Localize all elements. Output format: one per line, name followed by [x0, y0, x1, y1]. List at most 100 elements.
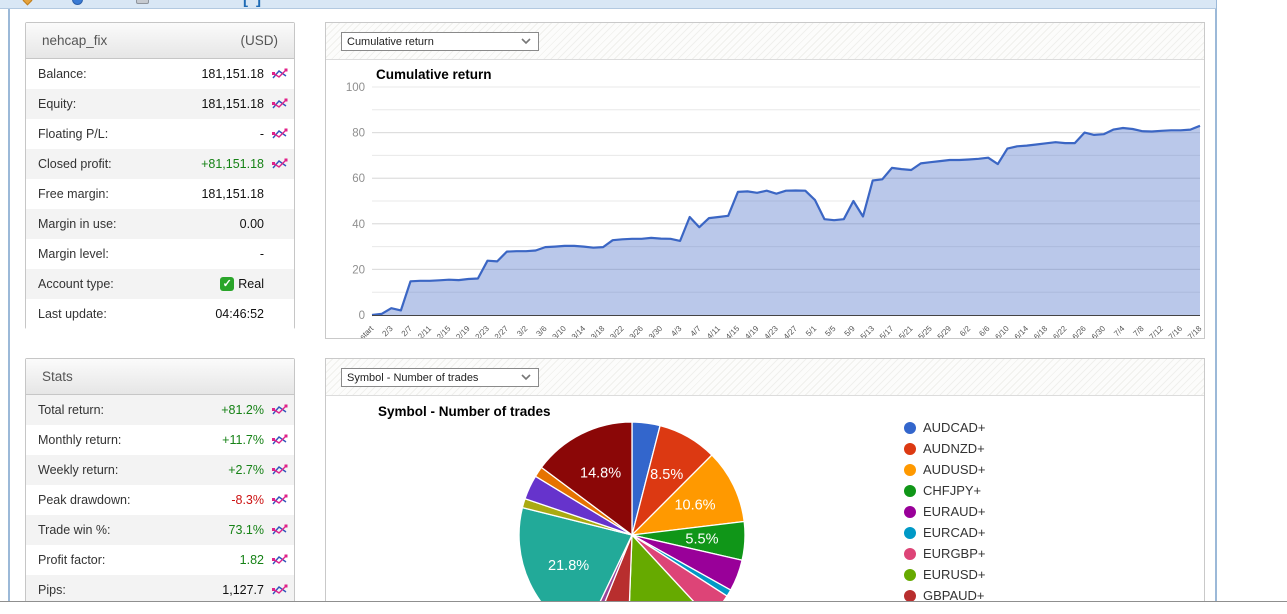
sparkline-chart-icon[interactable] — [272, 434, 288, 447]
pie-panel-toolbar: Symbol - Number of trades — [326, 359, 1204, 396]
pie-metric-select[interactable]: Symbol - Number of trades — [341, 368, 539, 387]
svg-text:7/4: 7/4 — [1112, 324, 1127, 338]
svg-text:2/27: 2/27 — [493, 324, 511, 338]
account-info-panel: nehcap_fix (USD) Balance: 181,151.18 Equit… — [25, 22, 295, 329]
globe-icon[interactable] — [72, 0, 83, 5]
legend-label: AUDCAD+ — [923, 420, 986, 435]
fullscreen-icon[interactable]: [ — [243, 0, 248, 8]
legend-color-dot — [904, 526, 916, 539]
row-label: Floating P/L: — [38, 127, 109, 141]
cumulative-return-chart: 0 20 40 60 80 100 start 2/3 2/7 2/11 2/15 2/19 2/23 2… — [346, 82, 1204, 338]
row-icon-cell — [264, 434, 288, 447]
svg-text:2/23: 2/23 — [474, 324, 492, 338]
return-metric-select[interactable]: Cumulative return — [341, 32, 539, 51]
row-label: Peak drawdown: — [38, 493, 131, 507]
row-label: Margin in use: — [38, 217, 117, 231]
row-icon-cell — [264, 68, 288, 81]
row-label: Closed profit: — [38, 157, 112, 171]
row-value: 181,151.18 — [201, 97, 264, 111]
svg-text:7/8: 7/8 — [1131, 324, 1146, 338]
sparkline-chart-icon[interactable] — [272, 584, 288, 597]
legend-color-dot — [904, 547, 916, 560]
stat-row: Peak drawdown: -8.3% — [26, 485, 294, 515]
fullscreen-icon[interactable]: ] — [256, 0, 261, 8]
account-type-value: Real — [238, 277, 264, 291]
row-label: Profit factor: — [38, 553, 106, 567]
svg-text:6/22: 6/22 — [1051, 324, 1069, 338]
row-icon-cell — [264, 404, 288, 417]
row-label: Last update: — [38, 307, 107, 321]
cumulative-return-chart-area: Cumulative return 0 20 40 60 80 100 start 2/3 2/… — [326, 60, 1204, 338]
account-row: Margin in use: 0.00 — [26, 209, 294, 239]
account-row: Equity: 181,151.18 — [26, 89, 294, 119]
sparkline-chart-icon[interactable] — [272, 98, 288, 111]
row-icon-cell — [264, 554, 288, 567]
legend-label: AUDUSD+ — [923, 462, 986, 477]
account-name: nehcap_fix — [42, 33, 108, 48]
legend-color-dot — [904, 463, 916, 476]
row-label: Monthly return: — [38, 433, 122, 447]
stats-panel-header: Stats — [26, 359, 294, 395]
sparkline-chart-icon[interactable] — [272, 158, 288, 171]
svg-text:3/6: 3/6 — [534, 324, 549, 338]
printer-icon[interactable] — [136, 0, 149, 4]
svg-text:3/26: 3/26 — [628, 324, 646, 338]
svg-text:8.5%: 8.5% — [650, 467, 683, 483]
row-icon-cell — [264, 98, 288, 111]
account-rows: Balance: 181,151.18 Equity: 181,151.18 Float… — [26, 59, 294, 329]
svg-text:6/30: 6/30 — [1090, 324, 1108, 338]
svg-text:2/15: 2/15 — [435, 324, 453, 338]
sparkline-chart-icon[interactable] — [272, 554, 288, 567]
svg-text:5/17: 5/17 — [878, 324, 896, 338]
legend-item: EURAUD+ — [904, 501, 986, 522]
symbol-trades-panel: Symbol - Number of trades Symbol - Numbe… — [325, 358, 1205, 601]
legend-item: AUDCAD+ — [904, 417, 986, 438]
legend-item: EURUSD+ — [904, 564, 986, 585]
sparkline-chart-icon[interactable] — [272, 404, 288, 417]
sparkline-chart-icon[interactable] — [272, 494, 288, 507]
legend-item: EURGBP+ — [904, 543, 986, 564]
legend-color-dot — [904, 421, 916, 434]
real-account-checkbox-icon: ✓ — [220, 277, 235, 291]
pie-legend: AUDCAD+ AUDNZD+ AUDUSD+ CHFJPY+ EURAUD+ EURCA… — [904, 417, 986, 601]
legend-label: CHFJPY+ — [923, 483, 982, 498]
legend-color-dot — [904, 484, 916, 497]
stat-row: Total return: +81.2% — [26, 395, 294, 425]
row-label: Equity: — [38, 97, 77, 111]
stat-row: Profit factor: 1.82 — [26, 545, 294, 575]
row-icon-cell — [264, 524, 288, 537]
legend-item: EURCAD+ — [904, 522, 986, 543]
account-currency: (USD) — [240, 33, 279, 48]
svg-text:3/10: 3/10 — [551, 324, 569, 338]
account-panel-header: nehcap_fix (USD) — [26, 23, 294, 59]
legend-item: AUDNZD+ — [904, 438, 986, 459]
sparkline-chart-icon[interactable] — [272, 464, 288, 477]
svg-text:10.6%: 10.6% — [674, 497, 715, 513]
sparkline-chart-icon[interactable] — [272, 524, 288, 537]
svg-text:7/12: 7/12 — [1148, 324, 1166, 338]
svg-text:14.8%: 14.8% — [580, 465, 621, 481]
row-label: Trade win %: — [38, 523, 111, 537]
svg-text:5/29: 5/29 — [936, 324, 954, 338]
svg-text:6/14: 6/14 — [1013, 324, 1031, 338]
svg-text:60: 60 — [352, 173, 365, 185]
sparkline-chart-icon[interactable] — [272, 128, 288, 141]
pencil-icon[interactable] — [22, 0, 33, 6]
svg-text:4/27: 4/27 — [782, 324, 800, 338]
legend-color-dot — [904, 505, 916, 518]
pie-chart-area: Symbol - Number of trades 8.5% 10.6% 5.5% 2… — [326, 396, 1204, 601]
svg-text:6/18: 6/18 — [1032, 324, 1050, 338]
svg-text:3/2: 3/2 — [515, 324, 530, 338]
row-label: Free margin: — [38, 187, 109, 201]
account-row: Account type: ✓ Real — [26, 269, 294, 299]
sparkline-chart-icon[interactable] — [272, 68, 288, 81]
row-value: - — [259, 247, 264, 261]
svg-text:start: start — [358, 324, 376, 338]
row-label: Balance: — [38, 67, 87, 81]
svg-text:5/5: 5/5 — [823, 324, 838, 338]
svg-text:20: 20 — [352, 264, 365, 276]
account-row: Balance: 181,151.18 — [26, 59, 294, 89]
row-value: 04:46:52 — [215, 307, 264, 321]
row-value: 1.82 — [239, 553, 264, 567]
right-frame-border — [1215, 0, 1217, 601]
